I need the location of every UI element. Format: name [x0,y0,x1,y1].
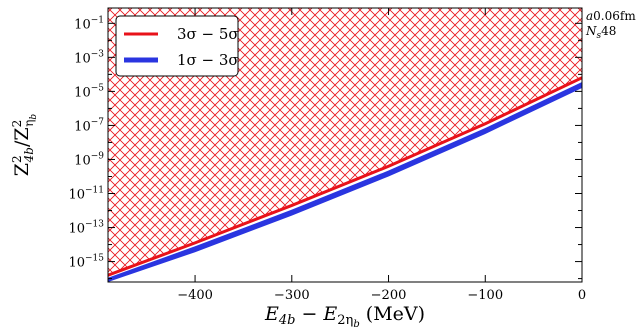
y-tick-label: 10−13 [68,220,104,237]
x-tick-label: 0 [578,288,586,303]
y-axis-label: Z24b/Z2ηb [10,114,39,177]
y-tick-label: 10−15 [68,254,104,271]
lattice-size-annotation: Ns48 [585,24,616,41]
band-1sigma-3sigma [108,82,582,282]
y-tick-label: 10−9 [74,151,104,168]
y-tick-label: 10−7 [74,117,104,134]
x-tick-label: −200 [371,288,407,303]
y-tick-label: 10−11 [68,186,104,203]
x-tick-label: −300 [274,288,310,303]
x-axis-label: E4b − E2ηb (MeV) [264,303,425,330]
plot-frame [107,7,583,283]
y-tick-label: 10−1 [74,15,104,32]
x-tick-label: −400 [177,288,213,303]
y-tick-label: 10−5 [74,83,104,100]
y-tick-label: 10−3 [74,49,104,66]
lattice-spacing-annotation: a0.06fm [586,9,636,23]
x-tick-label: −100 [467,288,503,303]
legend: 3σ − 5σ 1σ − 3σ [115,15,239,77]
legend-label-3s-5s: 3σ − 5σ [177,25,239,43]
legend-label-1s-3s: 1σ − 3σ [177,51,239,69]
line-3sigma-5sigma [108,76,582,277]
axis-ticks: −400 −300 −200 −100 0 10−1 10−3 10−5 10−7 10−9 10−… [68,8,586,303]
